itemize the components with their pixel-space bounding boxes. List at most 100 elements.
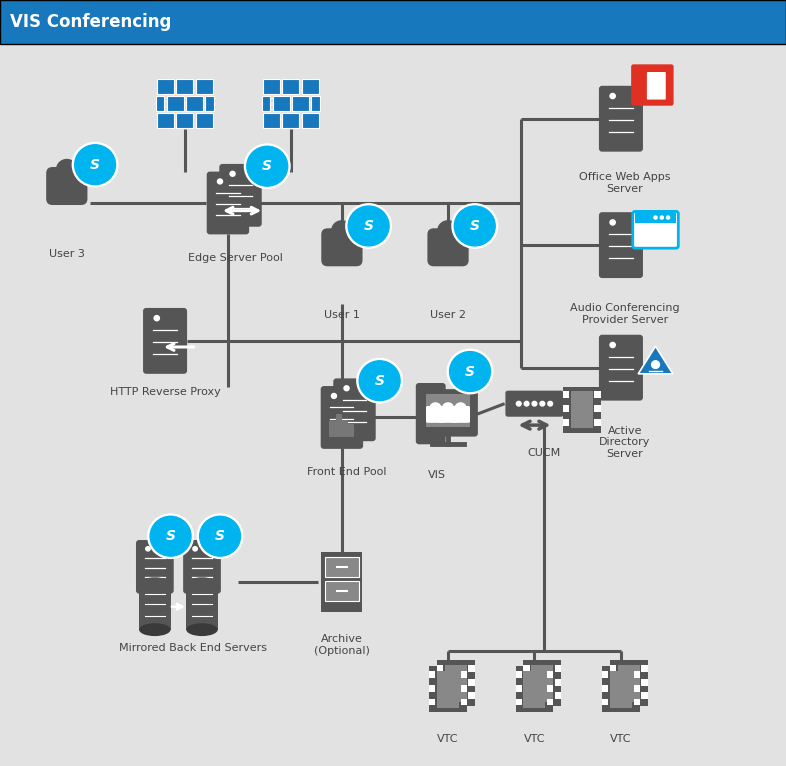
FancyBboxPatch shape: [641, 665, 648, 672]
FancyBboxPatch shape: [439, 406, 457, 423]
Circle shape: [454, 206, 495, 246]
FancyBboxPatch shape: [634, 671, 640, 678]
FancyBboxPatch shape: [437, 679, 443, 686]
FancyBboxPatch shape: [185, 96, 203, 111]
FancyBboxPatch shape: [0, 0, 786, 44]
FancyBboxPatch shape: [516, 685, 522, 692]
FancyBboxPatch shape: [196, 79, 212, 93]
FancyBboxPatch shape: [635, 212, 676, 223]
FancyBboxPatch shape: [325, 581, 359, 601]
FancyBboxPatch shape: [641, 679, 648, 686]
FancyBboxPatch shape: [156, 96, 164, 111]
Circle shape: [197, 514, 243, 558]
FancyBboxPatch shape: [555, 692, 561, 699]
FancyBboxPatch shape: [157, 79, 174, 93]
FancyBboxPatch shape: [263, 79, 280, 93]
FancyBboxPatch shape: [523, 660, 561, 706]
FancyBboxPatch shape: [563, 419, 569, 426]
FancyBboxPatch shape: [599, 86, 643, 152]
FancyBboxPatch shape: [176, 79, 193, 93]
Circle shape: [193, 547, 197, 551]
Circle shape: [455, 403, 466, 414]
Circle shape: [430, 403, 441, 414]
FancyBboxPatch shape: [302, 113, 319, 129]
Circle shape: [660, 216, 663, 219]
Ellipse shape: [186, 624, 218, 636]
FancyBboxPatch shape: [196, 113, 212, 129]
Circle shape: [359, 361, 400, 401]
Text: S: S: [90, 158, 100, 172]
FancyBboxPatch shape: [342, 420, 348, 437]
FancyBboxPatch shape: [602, 685, 608, 692]
Circle shape: [332, 394, 336, 398]
Circle shape: [344, 386, 349, 391]
Text: User 1: User 1: [324, 310, 360, 320]
Circle shape: [357, 358, 402, 403]
FancyBboxPatch shape: [418, 389, 478, 437]
Circle shape: [72, 142, 118, 187]
FancyBboxPatch shape: [429, 699, 435, 705]
FancyBboxPatch shape: [176, 113, 193, 129]
Text: CUCM: CUCM: [527, 448, 560, 458]
FancyBboxPatch shape: [426, 406, 445, 423]
FancyBboxPatch shape: [531, 665, 553, 702]
Text: VTC: VTC: [437, 734, 459, 744]
FancyBboxPatch shape: [333, 378, 376, 441]
Circle shape: [75, 145, 116, 185]
Circle shape: [524, 401, 529, 406]
FancyBboxPatch shape: [205, 96, 214, 111]
FancyBboxPatch shape: [599, 212, 643, 278]
Text: VTC: VTC: [523, 734, 545, 744]
FancyBboxPatch shape: [468, 679, 475, 686]
FancyBboxPatch shape: [633, 211, 678, 248]
FancyBboxPatch shape: [263, 113, 280, 129]
FancyBboxPatch shape: [437, 660, 475, 706]
Circle shape: [610, 220, 615, 225]
Circle shape: [244, 144, 290, 188]
Circle shape: [230, 172, 235, 176]
Circle shape: [218, 179, 222, 184]
Circle shape: [610, 342, 615, 348]
Circle shape: [548, 401, 553, 406]
FancyBboxPatch shape: [311, 96, 320, 111]
Ellipse shape: [139, 624, 171, 636]
Circle shape: [667, 216, 670, 219]
FancyBboxPatch shape: [437, 671, 459, 708]
FancyBboxPatch shape: [167, 96, 183, 111]
FancyBboxPatch shape: [445, 665, 467, 702]
FancyBboxPatch shape: [336, 414, 342, 437]
FancyBboxPatch shape: [610, 692, 616, 699]
FancyBboxPatch shape: [516, 671, 522, 678]
Text: Mirrored Back End Servers: Mirrored Back End Servers: [119, 643, 266, 653]
Text: VIS: VIS: [428, 470, 446, 480]
Circle shape: [443, 403, 454, 414]
FancyBboxPatch shape: [329, 421, 336, 437]
FancyBboxPatch shape: [523, 665, 530, 672]
Circle shape: [346, 204, 391, 248]
FancyBboxPatch shape: [547, 699, 553, 705]
Circle shape: [447, 349, 493, 394]
Ellipse shape: [139, 578, 171, 590]
Text: User 3: User 3: [49, 249, 85, 259]
FancyBboxPatch shape: [139, 584, 171, 630]
Text: S: S: [263, 159, 272, 173]
Circle shape: [148, 514, 193, 558]
FancyBboxPatch shape: [282, 79, 299, 93]
Circle shape: [332, 221, 352, 241]
FancyBboxPatch shape: [523, 679, 530, 686]
FancyBboxPatch shape: [437, 665, 443, 672]
Circle shape: [348, 206, 389, 246]
FancyBboxPatch shape: [468, 692, 475, 699]
FancyBboxPatch shape: [219, 164, 262, 227]
FancyBboxPatch shape: [634, 699, 640, 705]
FancyBboxPatch shape: [555, 665, 561, 672]
Text: Edge Server Pool: Edge Server Pool: [189, 253, 283, 263]
FancyBboxPatch shape: [523, 692, 530, 699]
FancyBboxPatch shape: [641, 692, 648, 699]
FancyBboxPatch shape: [594, 405, 601, 412]
FancyBboxPatch shape: [143, 308, 187, 374]
FancyBboxPatch shape: [634, 685, 640, 692]
Text: Active
Directory
Server: Active Directory Server: [599, 426, 651, 459]
FancyBboxPatch shape: [563, 387, 601, 433]
FancyBboxPatch shape: [321, 228, 362, 267]
